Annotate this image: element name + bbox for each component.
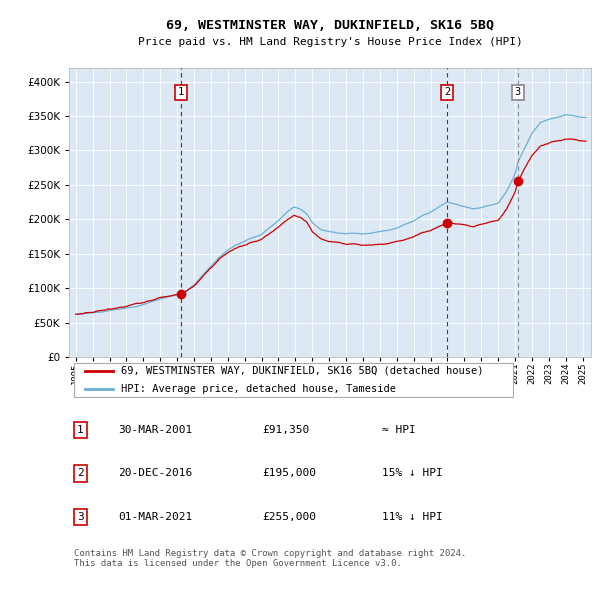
Text: 15% ↓ HPI: 15% ↓ HPI (382, 468, 443, 478)
Text: 20-DEC-2016: 20-DEC-2016 (119, 468, 193, 478)
Text: 69, WESTMINSTER WAY, DUKINFIELD, SK16 5BQ (detached house): 69, WESTMINSTER WAY, DUKINFIELD, SK16 5B… (121, 366, 484, 376)
Text: 69, WESTMINSTER WAY, DUKINFIELD, SK16 5BQ: 69, WESTMINSTER WAY, DUKINFIELD, SK16 5B… (166, 19, 494, 32)
Text: Contains HM Land Registry data © Crown copyright and database right 2024.
This d: Contains HM Land Registry data © Crown c… (74, 549, 467, 568)
Text: £195,000: £195,000 (262, 468, 316, 478)
Text: £91,350: £91,350 (262, 425, 310, 435)
Text: 30-MAR-2001: 30-MAR-2001 (119, 425, 193, 435)
Text: 2: 2 (77, 468, 84, 478)
Text: Price paid vs. HM Land Registry's House Price Index (HPI): Price paid vs. HM Land Registry's House … (137, 38, 523, 47)
Text: 1: 1 (77, 425, 84, 435)
Text: 11% ↓ HPI: 11% ↓ HPI (382, 512, 443, 522)
Text: HPI: Average price, detached house, Tameside: HPI: Average price, detached house, Tame… (121, 384, 396, 394)
Text: ≈ HPI: ≈ HPI (382, 425, 416, 435)
Text: 1: 1 (178, 87, 184, 97)
Text: 01-MAR-2021: 01-MAR-2021 (119, 512, 193, 522)
Text: £255,000: £255,000 (262, 512, 316, 522)
Text: 2: 2 (444, 87, 450, 97)
FancyBboxPatch shape (74, 363, 513, 396)
Text: 3: 3 (77, 512, 84, 522)
Text: 3: 3 (515, 87, 521, 97)
